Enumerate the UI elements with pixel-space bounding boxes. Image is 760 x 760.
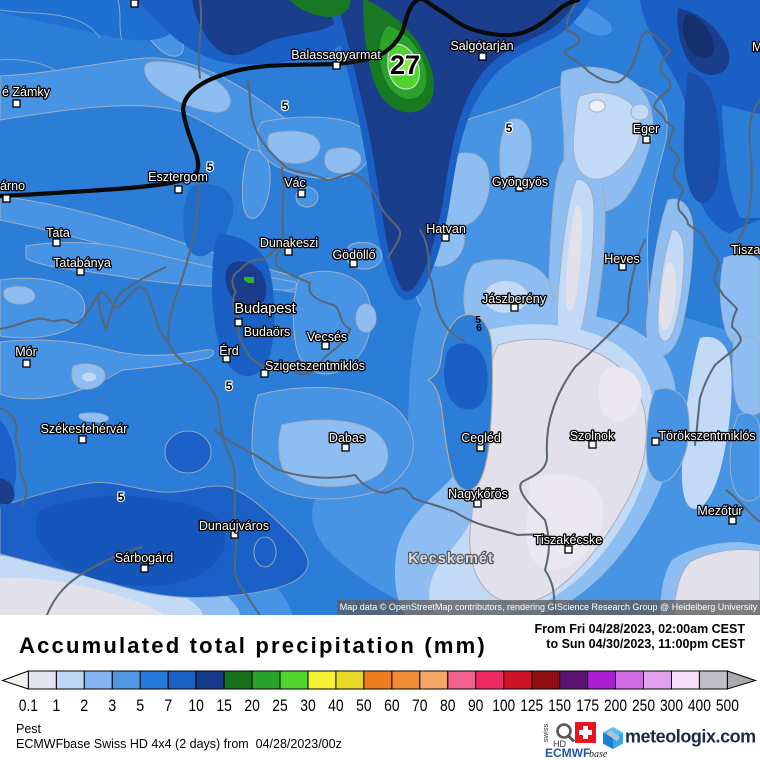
svg-text:Hatvan: Hatvan: [426, 222, 466, 236]
svg-text:150: 150: [548, 696, 571, 715]
svg-text:Heves: Heves: [604, 252, 639, 266]
svg-text:Szigetszentmiklós: Szigetszentmiklós: [265, 359, 365, 373]
svg-text:Cegléd: Cegléd: [461, 431, 501, 445]
svg-text:swiss: swiss: [541, 723, 550, 742]
svg-text:Érd: Érd: [219, 343, 239, 358]
svg-text:90: 90: [468, 696, 484, 715]
svg-text:Tata: Tata: [46, 226, 70, 240]
svg-text:50: 50: [356, 696, 372, 715]
svg-text:Tatabánya: Tatabánya: [53, 256, 111, 270]
svg-text:15: 15: [216, 696, 232, 715]
svg-text:100: 100: [492, 696, 515, 715]
svg-text:80: 80: [440, 696, 456, 715]
svg-text:Törökszentmiklós: Törökszentmiklós: [658, 429, 755, 443]
svg-text:Tiszakécske: Tiszakécske: [534, 533, 602, 547]
svg-text:400: 400: [688, 696, 711, 715]
svg-text:é Zámky: é Zámky: [2, 85, 51, 99]
svg-text:Szolnok: Szolnok: [570, 429, 615, 443]
svg-text:árno: árno: [0, 179, 25, 193]
svg-text:Budaörs: Budaörs: [244, 325, 291, 339]
svg-text:25: 25: [272, 696, 288, 715]
svg-text:5: 5: [475, 314, 481, 326]
svg-text:Balassagyarmat: Balassagyarmat: [291, 48, 381, 62]
svg-text:Sárbogárd: Sárbogárd: [115, 551, 173, 565]
svg-text:40: 40: [328, 696, 344, 715]
svg-text:10: 10: [188, 696, 204, 715]
svg-text:Vác: Vác: [284, 176, 306, 190]
svg-text:Kecskemét: Kecskemét: [408, 551, 494, 567]
svg-text:Vecsés: Vecsés: [307, 330, 347, 344]
svg-text:ECMWF: ECMWF: [545, 746, 590, 760]
svg-text:5: 5: [226, 379, 233, 393]
svg-text:base: base: [589, 749, 608, 760]
svg-text:500: 500: [716, 696, 739, 715]
svg-text:Misk: Misk: [752, 40, 760, 54]
svg-text:Dunakeszi: Dunakeszi: [260, 236, 318, 250]
svg-text:Mór: Mór: [15, 345, 37, 359]
svg-text:27: 27: [390, 50, 420, 80]
svg-text:Gyöngyös: Gyöngyös: [492, 175, 548, 189]
svg-text:Dunaújváros: Dunaújváros: [199, 519, 269, 533]
svg-text:Budapest: Budapest: [234, 301, 295, 317]
svg-text:2: 2: [80, 696, 88, 715]
svg-text:250: 250: [632, 696, 655, 715]
svg-text:5: 5: [506, 121, 513, 135]
svg-text:175: 175: [576, 696, 599, 715]
svg-text:Tiszafür: Tiszafür: [731, 243, 760, 257]
svg-text:Dabas: Dabas: [329, 431, 365, 445]
svg-text:5: 5: [136, 696, 144, 715]
svg-text:Székesfehérvár: Székesfehérvár: [41, 422, 128, 436]
svg-text:Gödöllő: Gödöllő: [332, 248, 375, 262]
svg-text:0.1: 0.1: [19, 696, 38, 715]
svg-text:Esztergom: Esztergom: [148, 170, 208, 184]
svg-text:HD: HD: [553, 739, 566, 749]
svg-text:5: 5: [118, 490, 125, 504]
svg-text:Nagykőrös: Nagykőrös: [448, 487, 508, 501]
svg-text:300: 300: [660, 696, 683, 715]
svg-text:125: 125: [520, 696, 543, 715]
svg-text:Jászberény: Jászberény: [482, 292, 547, 306]
svg-text:5: 5: [207, 160, 214, 174]
svg-text:Mezőtúr: Mezőtúr: [697, 504, 742, 518]
svg-text:3: 3: [108, 696, 116, 715]
svg-text:1: 1: [52, 696, 60, 715]
svg-text:meteologix.com: meteologix.com: [625, 727, 756, 747]
svg-text:6: 6: [476, 322, 482, 334]
svg-text:20: 20: [244, 696, 260, 715]
svg-text:200: 200: [604, 696, 627, 715]
svg-text:Eger: Eger: [633, 122, 659, 136]
svg-text:60: 60: [384, 696, 400, 715]
svg-text:7: 7: [164, 696, 172, 715]
svg-text:70: 70: [412, 696, 428, 715]
svg-text:Salgótarján: Salgótarján: [450, 39, 513, 53]
svg-text:5: 5: [282, 99, 289, 113]
svg-text:30: 30: [300, 696, 316, 715]
